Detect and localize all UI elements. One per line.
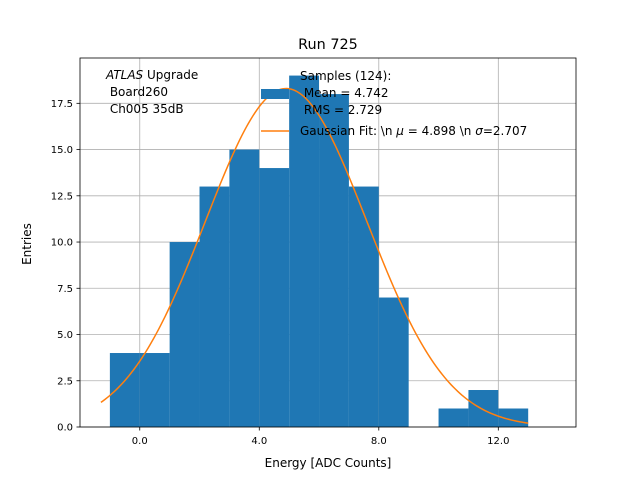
histogram-bar xyxy=(468,390,499,427)
axes-frame xyxy=(79,57,577,428)
y-axis-label: Entries xyxy=(20,223,34,265)
histogram-bar xyxy=(259,168,290,428)
gaussian-fit-line xyxy=(100,87,529,424)
y-tick-label: 2.5 xyxy=(57,376,73,387)
legend-patch-samples xyxy=(261,89,289,99)
legend-label-samples: Mean = 4.742 xyxy=(300,86,389,100)
legend-label-samples: RMS = 2.729 xyxy=(300,103,382,117)
histogram-bar xyxy=(139,353,170,427)
x-axis-label: Energy [ADC Counts] xyxy=(265,456,392,470)
histogram-bar xyxy=(348,186,379,427)
histogram-bar xyxy=(199,186,230,427)
annotation-box: ATLAS Upgrade Board260 Ch005 35dB xyxy=(105,68,198,116)
histogram-bar xyxy=(378,297,409,427)
plot-area: 0.0 4.0 8.0 12.0 0.0 2.5 5.0 7.5 10.0 12.5 15.0 17.… xyxy=(51,57,577,447)
annotation-line: ATLAS Upgrade xyxy=(105,68,198,82)
x-tick-label: 8.0 xyxy=(371,436,387,447)
chart-title: Run 725 xyxy=(298,37,358,53)
legend-label-fit: Gaussian Fit: \n μ = 4.898 \n σ=2.707 xyxy=(300,124,527,138)
histogram-bar xyxy=(169,242,200,427)
y-tick-label: 5.0 xyxy=(57,330,73,341)
y-tick-label: 15.0 xyxy=(51,145,73,156)
y-tick-label: 0.0 xyxy=(57,423,73,434)
y-tick-label: 7.5 xyxy=(57,284,73,295)
y-tick-label: 10.0 xyxy=(51,238,73,249)
annotation-line: Ch005 35dB xyxy=(106,102,184,116)
x-tick-label: 4.0 xyxy=(251,436,267,447)
y-tick-label: 17.5 xyxy=(51,99,73,110)
legend-label-samples: Samples (124): xyxy=(300,69,391,83)
histogram-bar xyxy=(319,94,349,427)
x-tick-label: 0.0 xyxy=(132,436,148,447)
histogram-bar xyxy=(289,75,320,428)
histogram-bar xyxy=(438,408,469,427)
histogram-bar xyxy=(229,149,260,427)
x-tick-label: 12.0 xyxy=(487,436,509,447)
y-tick-label: 12.5 xyxy=(51,191,73,202)
histogram-bar xyxy=(109,353,140,427)
legend: Samples (124): Mean = 4.742 RMS = 2.729 G… xyxy=(261,69,527,138)
annotation-line: Board260 xyxy=(106,85,168,99)
